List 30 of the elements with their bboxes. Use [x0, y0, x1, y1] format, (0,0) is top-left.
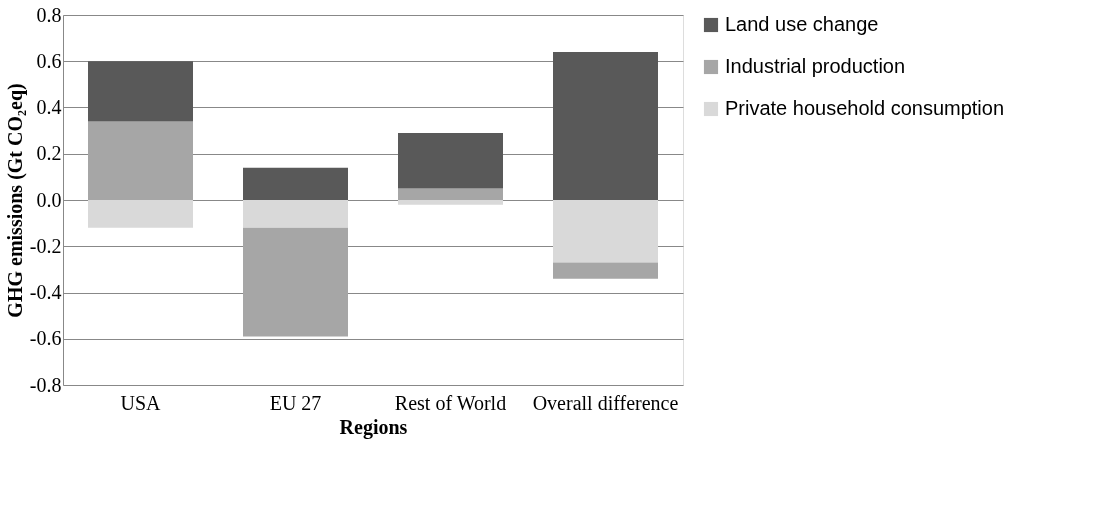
y-tick-label: -0.2	[29, 234, 62, 257]
x-tick-label: EU 27	[269, 391, 322, 414]
bar	[553, 52, 658, 200]
bar	[243, 227, 348, 337]
y-tick-label: -0.8	[29, 373, 62, 396]
y-tick-label: 0.6	[36, 49, 62, 72]
legend-label: Private household consumption	[725, 97, 1005, 119]
legend-label: Land use change	[725, 13, 879, 35]
y-axis-title: GHG emissions (Gt CO₂eq)	[3, 83, 27, 318]
bar	[398, 188, 503, 200]
bar	[88, 61, 193, 122]
y-tick-label: 0.8	[36, 3, 62, 26]
y-tick-label: 0.4	[36, 96, 62, 118]
y-tick-label: 0.2	[36, 142, 62, 165]
x-tick-label: Overall difference	[532, 391, 679, 414]
bar	[243, 167, 348, 200]
bar	[553, 200, 658, 263]
y-tick-label: -0.4	[29, 281, 62, 303]
x-tick-label: USA	[120, 391, 162, 414]
bar	[88, 200, 193, 228]
bar	[398, 200, 503, 205]
bar	[553, 262, 658, 279]
bar	[88, 121, 193, 200]
x-axis-title: Regions	[339, 415, 408, 439]
legend-label: Industrial production	[725, 55, 906, 77]
x-tick-label: Rest of World	[394, 391, 507, 414]
bar	[243, 200, 348, 228]
y-tick-label: 0.0	[36, 188, 62, 211]
y-tick-label: -0.6	[29, 327, 62, 350]
bar	[398, 132, 503, 189]
